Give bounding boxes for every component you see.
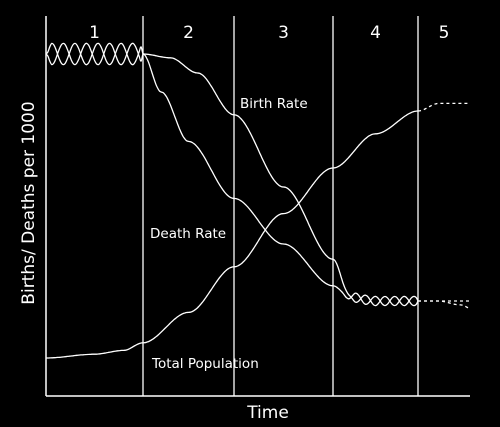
stage-label-1: 1 (89, 23, 100, 43)
stage-dividers (142, 16, 419, 396)
stage-label-2: 2 (183, 23, 194, 43)
birth-rate-label: Birth Rate (240, 96, 308, 112)
stage-label-4: 4 (370, 23, 381, 43)
birth-rate-curve (45, 42, 419, 307)
series-curves (45, 42, 471, 359)
total-population-curve (46, 110, 419, 359)
death-rate-label: Death Rate (150, 226, 226, 242)
total-population-label: Total Population (151, 356, 259, 372)
stage-label-3: 3 (278, 23, 289, 43)
death-rate-curve (45, 42, 419, 307)
y-axis-label: Births/ Deaths per 1000 (19, 101, 39, 304)
stage-labels: 1 2 3 4 5 (89, 23, 449, 43)
stage-label-5: 5 (439, 23, 450, 43)
total-population-projection-curve (417, 102, 470, 112)
x-axis-label: Time (246, 403, 289, 423)
